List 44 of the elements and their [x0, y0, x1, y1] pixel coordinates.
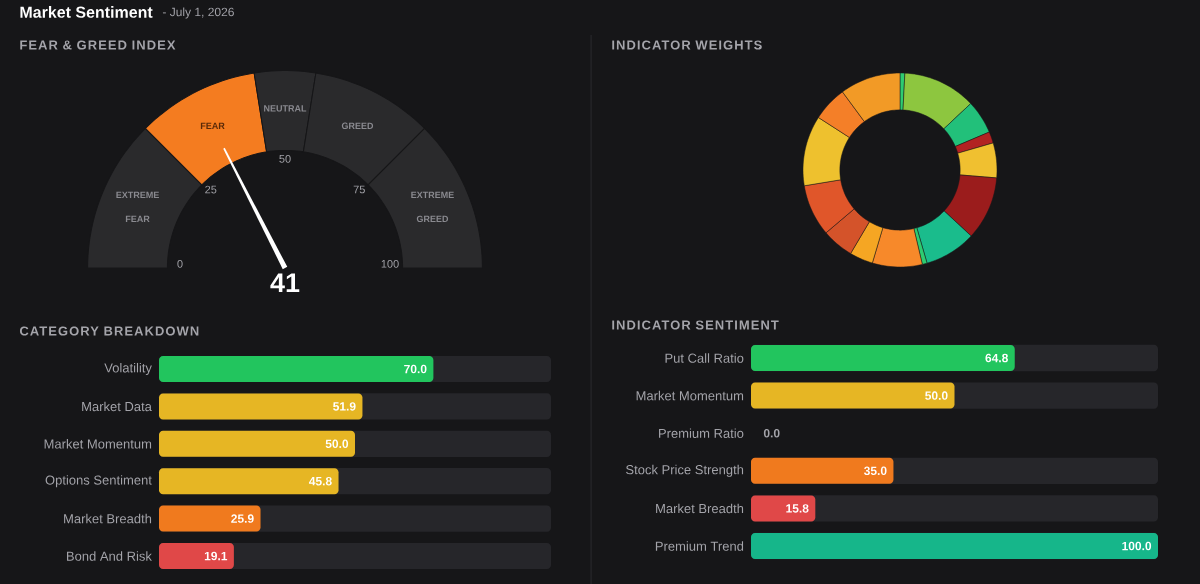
text: 75: [353, 185, 365, 194]
slice-label: FEAR: [200, 122, 225, 129]
bar: [751, 495, 816, 522]
text: 100: [381, 259, 399, 268]
y-tick-label: Market Momentum: [44, 439, 152, 449]
chart-title: CATEGORY BREAKDOWN: [19, 326, 199, 336]
slice-label: NEUTRAL: [264, 105, 307, 112]
bar: [159, 543, 234, 569]
category-label: EXTREME GREED: [411, 191, 454, 223]
slice-label: GREED: [341, 122, 374, 129]
data-label: 35.0: [863, 466, 887, 476]
data-label: 64.8: [985, 353, 1008, 363]
y-tick-label: Premium Ratio: [659, 428, 744, 438]
y-tick-label: Bond And Risk: [67, 551, 152, 561]
text: Market Sentiment: [20, 6, 153, 18]
chart-title: INDICATOR SENTIMENT: [612, 320, 779, 330]
data-label: 50.0: [325, 439, 349, 449]
y-tick-label: Volatility: [104, 362, 152, 376]
text: - July 1, 2026: [162, 7, 234, 19]
y-tick-label: Market Breadth: [656, 503, 744, 514]
data-label: 51.9: [333, 402, 356, 411]
category-label: EXTREME FEAR: [116, 191, 159, 223]
data-label: 0.0: [763, 428, 780, 438]
text: INDICATOR WEIGHTS: [612, 40, 762, 50]
bar: [159, 505, 261, 532]
y-tick-label: Market Data: [82, 401, 152, 412]
y-tick-label: Market Breadth: [64, 513, 152, 524]
y-tick-label: Market Momentum: [636, 390, 744, 401]
data-label: 25.9: [231, 514, 254, 523]
data-label: 15.8: [786, 504, 809, 513]
y-tick-label: Options Sentiment: [45, 475, 152, 488]
y-tick-label: Stock Price Strength: [626, 464, 744, 477]
text: 50: [279, 154, 291, 163]
text: 41: [270, 273, 300, 292]
text: 25: [205, 185, 217, 194]
y-tick-label: Premium Trend: [655, 541, 744, 551]
data-label: 100.0: [1122, 541, 1152, 551]
data-label: 50.0: [925, 391, 948, 400]
data-label: 70.0: [404, 364, 427, 374]
data-label: 19.1: [204, 551, 228, 561]
y-tick-label: Put Call Ratio: [665, 353, 744, 363]
data-label: 45.8: [308, 476, 332, 486]
text: 0: [177, 259, 183, 268]
chart-title: FEAR & GREED INDEX: [20, 40, 176, 50]
